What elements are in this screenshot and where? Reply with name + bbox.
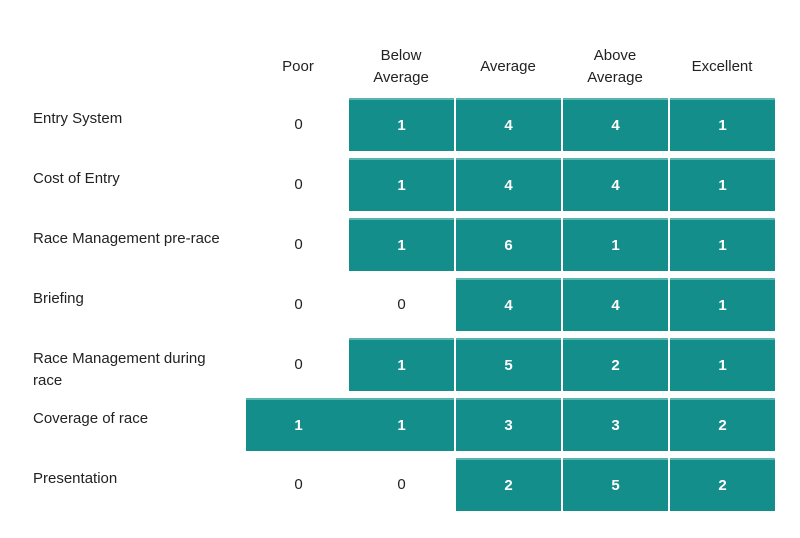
cell-r1-c4: 1 bbox=[670, 158, 775, 211]
cell-r3-c2: 4 bbox=[456, 278, 561, 331]
row-label-1: Cost of Entry bbox=[33, 170, 120, 187]
cell-r6-c4: 2 bbox=[670, 458, 775, 511]
cell-r6-c1: 0 bbox=[397, 476, 406, 493]
row-label-0: Entry System bbox=[33, 110, 123, 127]
cell-r5-c3: 3 bbox=[563, 398, 668, 451]
cell-r3-c0: 0 bbox=[294, 296, 303, 313]
column-header-3: Above Average bbox=[587, 47, 643, 86]
row-label-3: Briefing bbox=[33, 290, 84, 307]
cell-r4-c3: 2 bbox=[563, 338, 668, 391]
cell-r4-c1: 1 bbox=[349, 338, 454, 391]
cell-r6-c3: 5 bbox=[563, 458, 668, 511]
column-header-0: Poor bbox=[282, 58, 314, 75]
column-header-4: Excellent bbox=[691, 58, 753, 75]
cell-r0-c3: 4 bbox=[563, 98, 668, 151]
cell-r6-c2: 2 bbox=[456, 458, 561, 511]
cell-r2-c3: 1 bbox=[563, 218, 668, 271]
cell-r2-c1: 1 bbox=[349, 218, 454, 271]
column-header-1: Below Average bbox=[373, 47, 429, 86]
cell-r0-c2: 4 bbox=[456, 98, 561, 151]
cell-r1-c2: 4 bbox=[456, 158, 561, 211]
cell-r5-c1: 1 bbox=[349, 398, 454, 451]
cell-r1-c0: 0 bbox=[294, 176, 303, 193]
cell-r4-c4: 1 bbox=[670, 338, 775, 391]
row-label-6: Presentation bbox=[33, 470, 118, 487]
cell-r2-c2: 6 bbox=[456, 218, 561, 271]
cell-r3-c1: 0 bbox=[397, 296, 406, 313]
cell-r5-c0: 1 bbox=[246, 398, 351, 451]
row-label-2: Race Management pre-race bbox=[33, 230, 220, 247]
cell-r2-c0: 0 bbox=[294, 236, 303, 253]
cell-r5-c4: 2 bbox=[670, 398, 775, 451]
cell-r0-c4: 1 bbox=[670, 98, 775, 151]
cell-r3-c4: 1 bbox=[670, 278, 775, 331]
cell-r3-c3: 4 bbox=[563, 278, 668, 331]
cell-r4-c0: 0 bbox=[294, 356, 303, 373]
cell-r6-c0: 0 bbox=[294, 476, 303, 493]
column-header-2: Average bbox=[480, 58, 536, 75]
cell-r0-c0: 0 bbox=[294, 116, 303, 133]
cell-r1-c1: 1 bbox=[349, 158, 454, 211]
row-label-4: Race Management during race bbox=[33, 350, 206, 389]
cell-r5-c2: 3 bbox=[456, 398, 561, 451]
cell-r1-c3: 4 bbox=[563, 158, 668, 211]
row-label-5: Coverage of race bbox=[33, 410, 149, 427]
cell-r2-c4: 1 bbox=[670, 218, 775, 271]
cell-r0-c1: 1 bbox=[349, 98, 454, 151]
cell-r4-c2: 5 bbox=[456, 338, 561, 391]
